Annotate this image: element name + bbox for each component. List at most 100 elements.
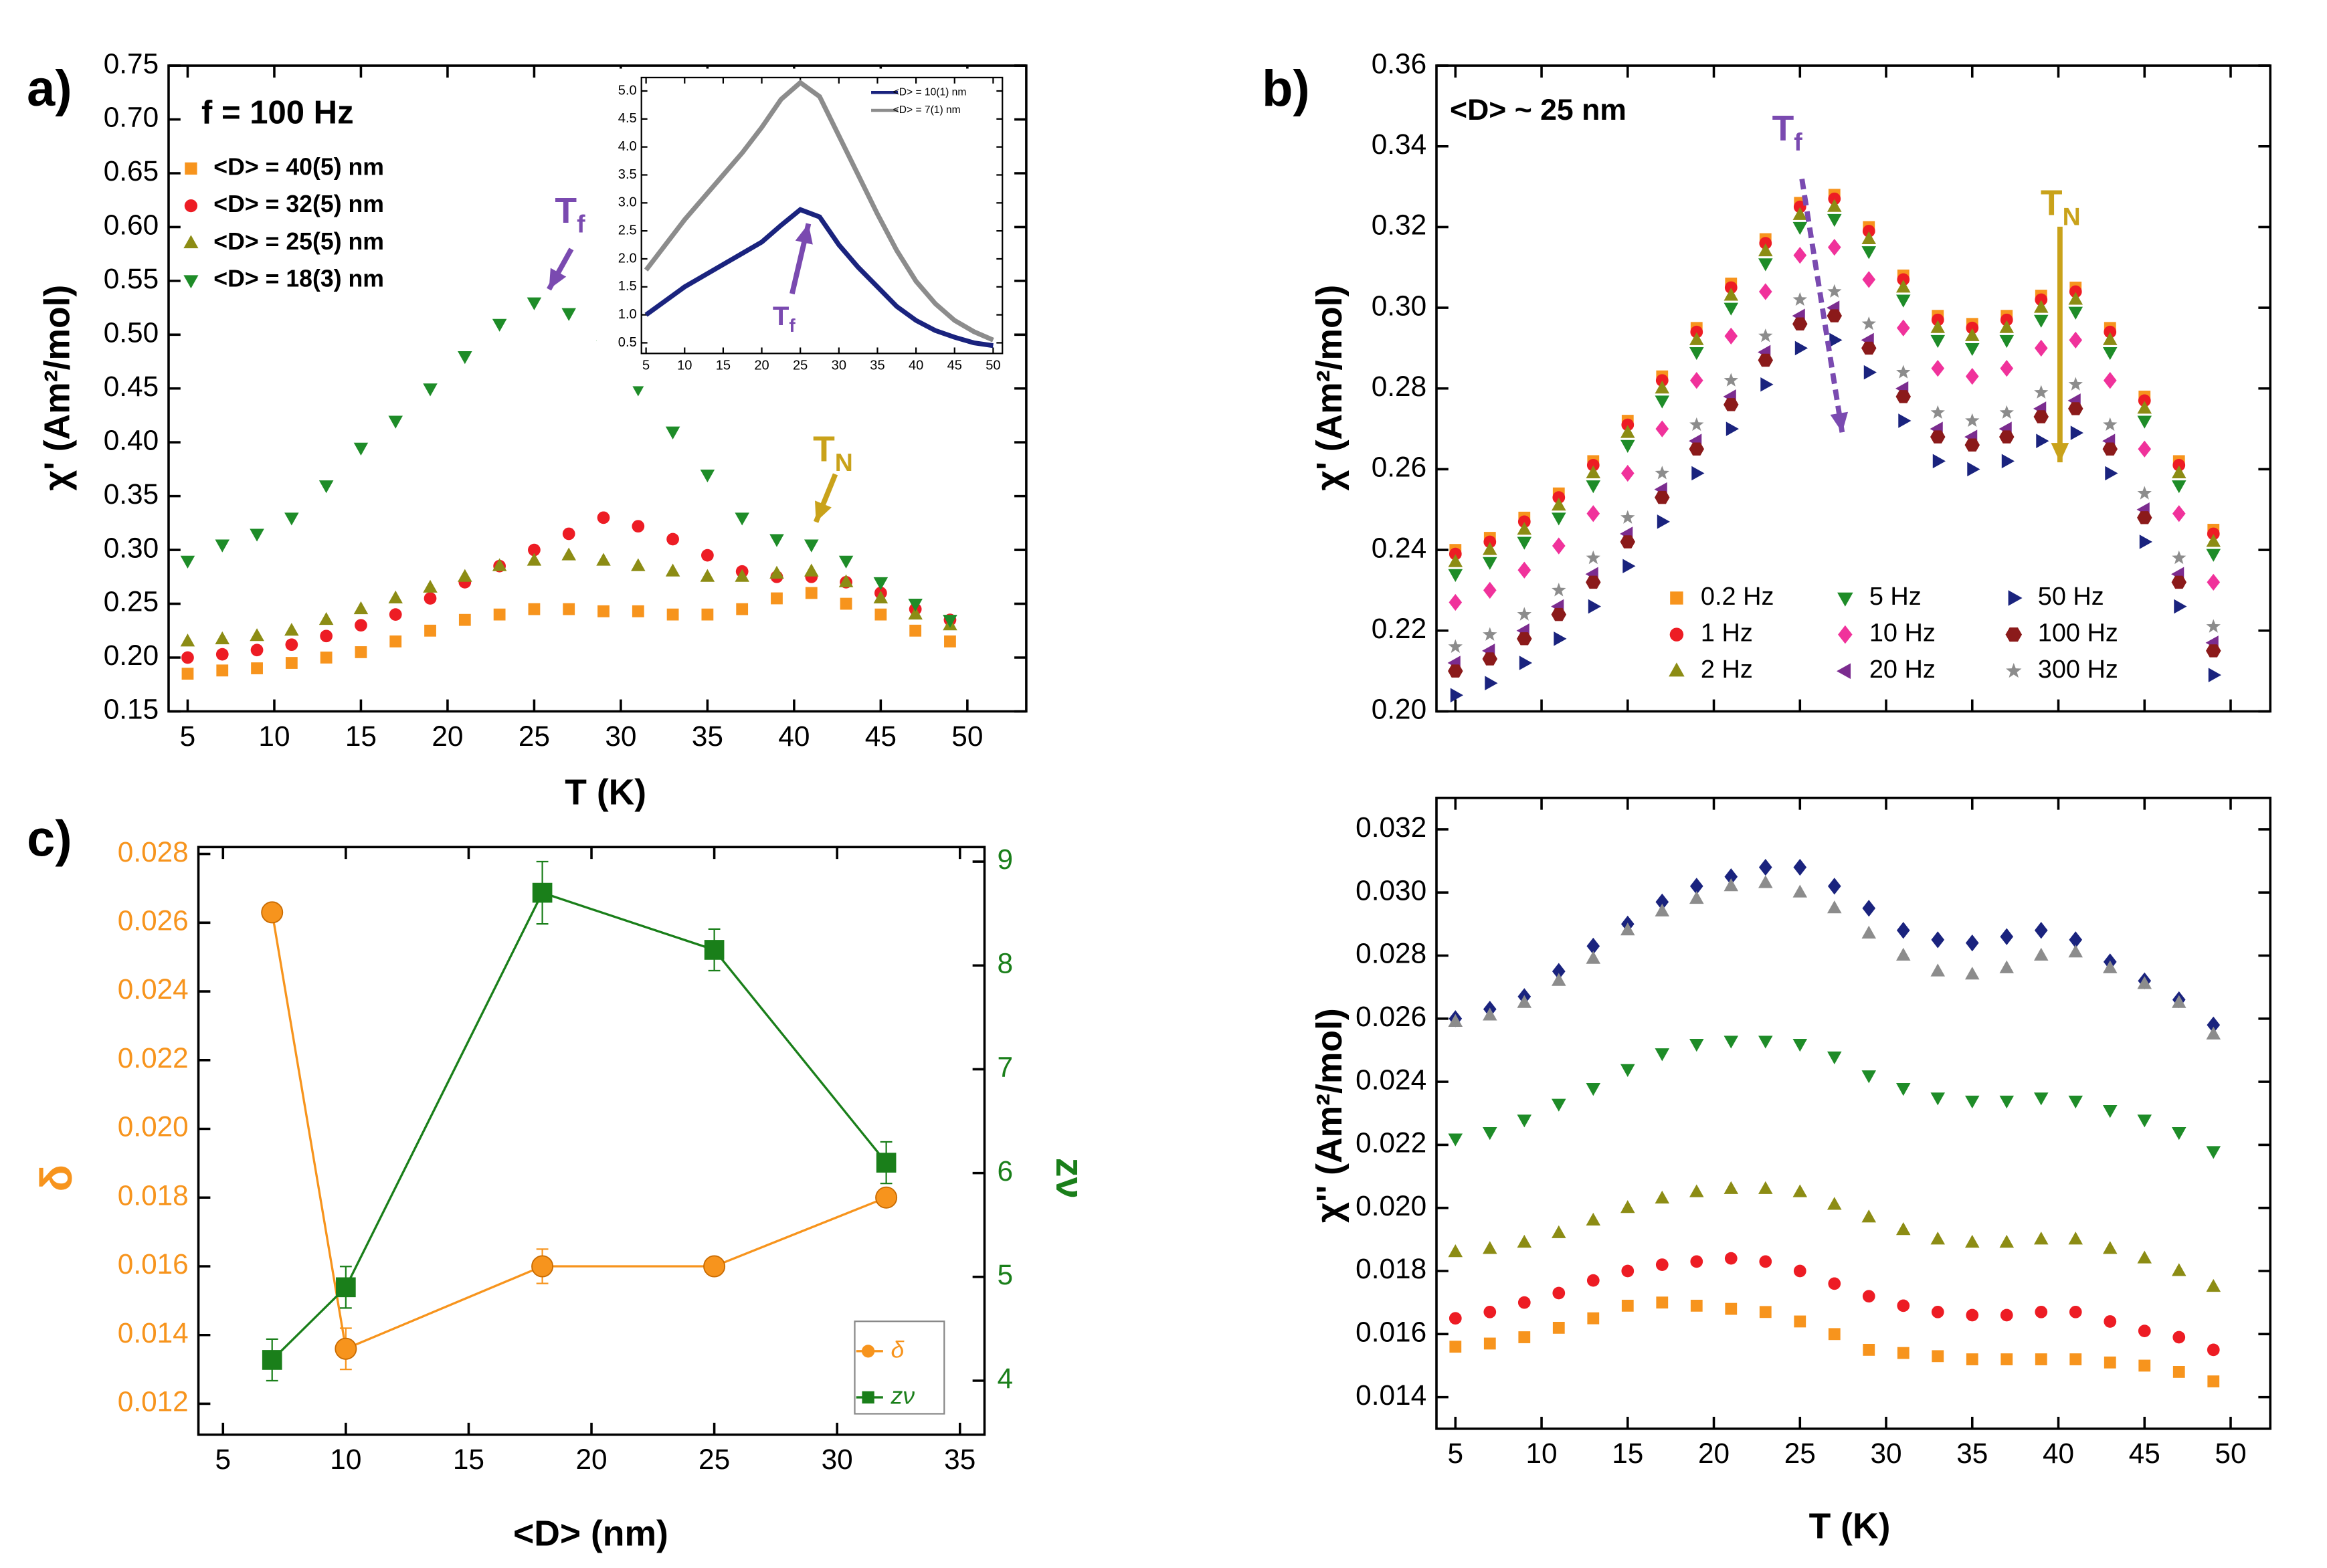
annotation: Tf [773,300,796,336]
annotation-text: T [2041,184,2063,223]
data-point [1587,1312,1600,1325]
y-axis-label: χ' (Am²/mol) [37,285,77,491]
data-point [285,638,298,652]
data-point [262,1350,282,1370]
data-point [492,318,507,332]
y-tick-label: 0.28 [1372,371,1426,402]
data-point [492,558,507,571]
data-point [1450,688,1463,703]
data-point [1517,561,1531,579]
data-point [1552,963,1566,980]
data-point [2207,1375,2220,1387]
data-point [1792,1039,1808,1052]
data-point [1862,900,1876,917]
data-point [1758,1181,1773,1194]
data-point [1895,1222,1911,1236]
y-tick-label: 0.028 [118,836,189,868]
data-point [1724,398,1739,411]
y-tick-label: 0.26 [1372,452,1426,483]
data-point [562,527,575,541]
data-point [2102,960,2118,973]
y-tick-label: 0.016 [1356,1316,1426,1348]
data-point [2102,347,2118,361]
data-point [2034,385,2049,399]
data-point [215,631,230,645]
data-point [251,662,263,674]
data-point [2172,1366,2185,1378]
data-point [908,606,923,620]
data-point [1895,1083,1911,1096]
x-tick-label: 15 [345,720,377,752]
data-point [1759,1306,1772,1318]
data-point [665,426,680,439]
annotation-text: T [1772,109,1794,149]
data-point [528,603,541,615]
x-tick-label: 40 [909,359,923,373]
x-tick-label: 15 [453,1444,484,1475]
data-point [1724,373,1738,387]
data-point [1964,1234,1980,1248]
data-point [1794,340,1808,356]
panel-label: b) [1262,60,1310,117]
arrow-head [795,223,813,245]
data-point [181,668,194,680]
data-point [804,563,819,577]
data-point [561,308,576,321]
y-axis-label: χ'' (Am²/mol) [1310,1008,1349,1223]
data-point [1931,931,1945,949]
data-point [2104,1315,2117,1328]
data-point [1863,365,1877,380]
data-point [353,601,369,615]
data-point [423,383,438,397]
data-point [2171,995,2186,1008]
x-axis-label: T (K) [1809,1506,1891,1546]
data-point [2068,1232,2083,1245]
data-point [2102,1105,2118,1118]
data-point [2000,1353,2013,1365]
data-point [1793,247,1807,264]
data-point [250,528,264,542]
data-point [1586,459,1600,472]
x-tick-label: 35 [944,1444,975,1475]
data-point [1517,1296,1531,1309]
x-tick-label: 25 [699,1444,730,1475]
data-point [2035,293,2048,306]
data-point [769,565,784,579]
annotation-text: f = 100 Hz [201,95,354,131]
data-point [1725,1302,1738,1315]
data-point [1965,368,1979,385]
legend-marker [183,235,199,249]
y-tick-label: 0.20 [1372,694,1426,725]
data-point [1897,1299,1910,1312]
x-tick-label: 35 [870,359,885,373]
data-point [1517,515,1531,528]
y-tick-label: 0.026 [1356,1001,1426,1032]
data-point [1758,1036,1773,1049]
data-point [2137,486,2152,500]
annotation: Tf [555,191,585,237]
data-point [1485,676,1498,690]
data-point [1689,1184,1704,1197]
y-tick-label: 0.50 [104,317,159,349]
data-point [1689,372,1703,389]
data-point [1448,1244,1463,1258]
y-axis-label: δ [31,1165,82,1192]
x-tick-label: 5 [642,359,650,373]
data-point [1930,405,1945,419]
data-point [1896,922,1910,939]
legend-label: 5 Hz [1869,583,1922,611]
data-point [596,553,611,566]
data-point [1517,1114,1532,1128]
y-tick-label: 0.40 [104,424,159,456]
data-point [2033,947,2049,961]
data-point [1861,231,1877,245]
data-point [1552,583,1566,597]
data-point [1794,1315,1806,1328]
data-point [1758,258,1773,272]
data-point [1689,1039,1704,1052]
data-point [2137,401,2152,414]
y2-tick-label: 4 [998,1363,1014,1394]
data-point [1827,213,1842,227]
data-point [1620,425,1635,438]
data-point [1586,480,1601,494]
